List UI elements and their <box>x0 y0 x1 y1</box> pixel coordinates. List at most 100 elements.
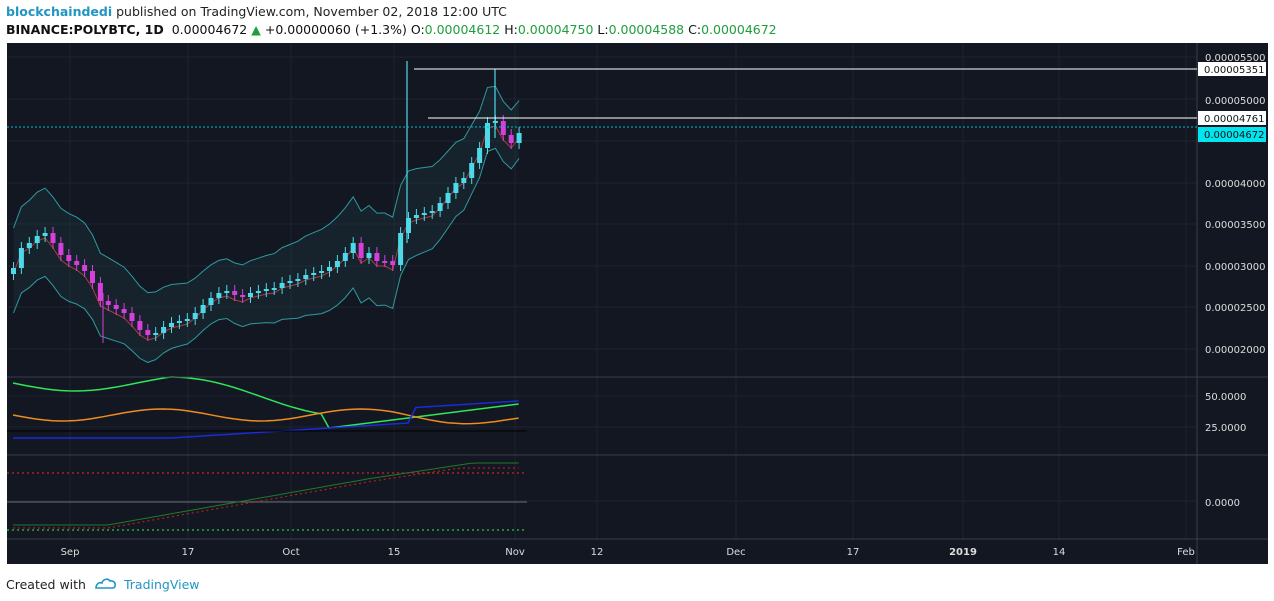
candle-body <box>382 261 388 263</box>
candle-body <box>34 236 40 243</box>
price-tick-1: 0.00005000 <box>1205 96 1265 107</box>
open-value: 0.00004612 <box>424 22 501 37</box>
candle-body <box>477 148 483 163</box>
close-label: C: <box>688 22 702 37</box>
candle-body <box>421 213 427 215</box>
candle-body <box>129 313 135 321</box>
candle-body <box>485 123 490 148</box>
candle-body <box>508 135 514 143</box>
candle-body <box>374 253 380 261</box>
candle-body <box>42 233 48 236</box>
candle-body <box>200 305 206 313</box>
created-with-text: Created with <box>6 577 86 592</box>
publish-line: blockchaindedi published on TradingView.… <box>6 4 507 19</box>
candle-body <box>319 271 325 273</box>
candle-body <box>366 253 372 258</box>
price-tick-2: 0.00004000 <box>1205 179 1265 190</box>
time-label-6: Dec <box>726 547 745 558</box>
high-label: H: <box>504 22 518 37</box>
last-price: 0.00004672 <box>171 22 248 37</box>
published-text: published on TradingView.com, November 0… <box>116 4 507 19</box>
time-label-0: Sep <box>61 547 80 558</box>
price-tick-5: 0.00002500 <box>1205 303 1265 314</box>
candle-body <box>516 133 522 143</box>
close-value: 0.00004672 <box>701 22 777 37</box>
candlestick-series <box>11 61 522 343</box>
candle-body <box>121 309 127 313</box>
candle-body <box>50 233 56 243</box>
time-label-1: 17 <box>182 547 195 558</box>
author-link[interactable]: blockchaindedi <box>6 4 113 19</box>
high-line-label-box <box>1198 62 1266 76</box>
candle-body <box>224 291 230 293</box>
mid-line-label: 0.00004761 <box>1204 114 1264 125</box>
bollinger-upper <box>13 85 520 294</box>
candle-body <box>453 183 459 193</box>
candle-body <box>18 248 24 268</box>
candle-body <box>303 275 309 279</box>
time-label-9: 14 <box>1053 547 1066 558</box>
candle-body <box>271 288 277 290</box>
candle-body <box>334 261 340 267</box>
candle-body <box>137 321 143 330</box>
mid-line-label-box <box>1198 111 1266 125</box>
symbol-label: BINANCE:POLYBTC, 1D <box>6 22 164 37</box>
candle-body <box>342 253 348 261</box>
candle-body <box>429 211 435 213</box>
up-arrow-icon: ▲ <box>251 22 261 37</box>
low-label: L: <box>597 22 609 37</box>
candle-body <box>153 333 159 335</box>
indicator-pane-1 <box>7 376 527 439</box>
candle-body <box>311 273 317 275</box>
trading-chart[interactable]: 0.00005500 0.00005000 0.00004000 0.00003… <box>7 43 1268 564</box>
low-value: 0.00004588 <box>608 22 685 37</box>
high-value: 0.00004750 <box>517 22 594 37</box>
minus-di-line <box>13 400 519 439</box>
candle-body <box>58 243 64 255</box>
candle-body <box>90 271 95 283</box>
high-line-label: 0.00005351 <box>1204 65 1264 76</box>
candle-body <box>208 298 214 305</box>
candle-body <box>240 295 246 297</box>
current-price-label-box <box>1198 127 1266 142</box>
candle-body <box>105 301 111 305</box>
time-label-10: Feb <box>1177 547 1195 558</box>
candle-body <box>445 193 451 203</box>
candle-body <box>161 327 167 333</box>
candle-body <box>406 218 411 233</box>
open-label: O: <box>410 22 425 37</box>
tradingview-logo-icon[interactable] <box>94 576 118 593</box>
candle-body <box>145 330 151 335</box>
candle-body <box>327 267 332 271</box>
candle-body <box>500 121 506 135</box>
candle-body <box>169 323 174 327</box>
time-label-2: Oct <box>282 547 299 558</box>
ind1-tick-0: 50.0000 <box>1205 392 1246 403</box>
time-label-5: 12 <box>591 547 604 558</box>
candle-body <box>358 243 364 258</box>
candle-body <box>263 289 269 291</box>
candle-body <box>184 319 190 321</box>
plus-di-line <box>12 376 519 429</box>
price-tick-0: 0.00005500 <box>1205 53 1265 64</box>
candle-body <box>26 243 32 248</box>
candle-body <box>216 293 222 298</box>
ind1-tick-1: 25.0000 <box>1205 423 1246 434</box>
current-price-label: 0.00004672 <box>1204 130 1264 141</box>
candle-body <box>398 233 404 265</box>
candle-body <box>97 283 103 301</box>
candle-body <box>469 163 475 178</box>
time-label-8: 2019 <box>949 547 977 558</box>
tradingview-link[interactable]: TradingView <box>123 577 200 592</box>
momentum-line <box>13 462 519 526</box>
price-axis[interactable]: 0.00005500 0.00005000 0.00004000 0.00003… <box>1205 53 1265 356</box>
candle-body <box>66 255 72 261</box>
chart-grid <box>7 43 1197 539</box>
price-change: +0.00000060 (+1.3%) <box>264 22 407 37</box>
candle-body <box>176 321 182 323</box>
price-tick-4: 0.00003000 <box>1205 262 1265 273</box>
time-axis[interactable]: Sep 17 Oct 15 Nov 12 Dec 17 2019 14 Feb <box>61 547 1195 558</box>
candle-body <box>113 305 119 309</box>
time-label-4: Nov <box>505 547 525 558</box>
ind2-tick-0: 0.0000 <box>1205 498 1240 509</box>
